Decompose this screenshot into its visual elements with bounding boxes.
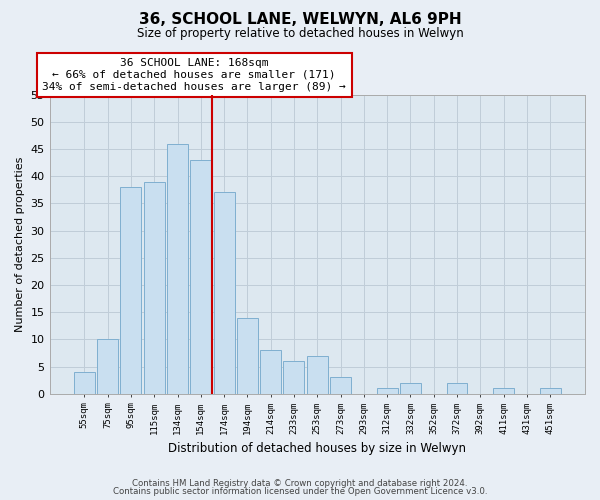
Bar: [190, 160, 211, 394]
Bar: [400, 383, 421, 394]
Bar: [330, 378, 351, 394]
Text: Contains HM Land Registry data © Crown copyright and database right 2024.: Contains HM Land Registry data © Crown c…: [132, 478, 468, 488]
Y-axis label: Number of detached properties: Number of detached properties: [15, 156, 25, 332]
Bar: [74, 372, 95, 394]
Bar: [214, 192, 235, 394]
Text: 36 SCHOOL LANE: 168sqm
← 66% of detached houses are smaller (171)
34% of semi-de: 36 SCHOOL LANE: 168sqm ← 66% of detached…: [42, 58, 346, 92]
Text: Contains public sector information licensed under the Open Government Licence v3: Contains public sector information licen…: [113, 487, 487, 496]
Text: 36, SCHOOL LANE, WELWYN, AL6 9PH: 36, SCHOOL LANE, WELWYN, AL6 9PH: [139, 12, 461, 28]
Bar: [97, 340, 118, 394]
Bar: [283, 361, 304, 394]
Bar: [377, 388, 398, 394]
Bar: [539, 388, 560, 394]
Bar: [237, 318, 258, 394]
Bar: [144, 182, 165, 394]
Bar: [446, 383, 467, 394]
Bar: [493, 388, 514, 394]
Bar: [167, 144, 188, 394]
X-axis label: Distribution of detached houses by size in Welwyn: Distribution of detached houses by size …: [168, 442, 466, 455]
Bar: [121, 187, 142, 394]
Bar: [260, 350, 281, 394]
Bar: [307, 356, 328, 394]
Text: Size of property relative to detached houses in Welwyn: Size of property relative to detached ho…: [137, 28, 463, 40]
